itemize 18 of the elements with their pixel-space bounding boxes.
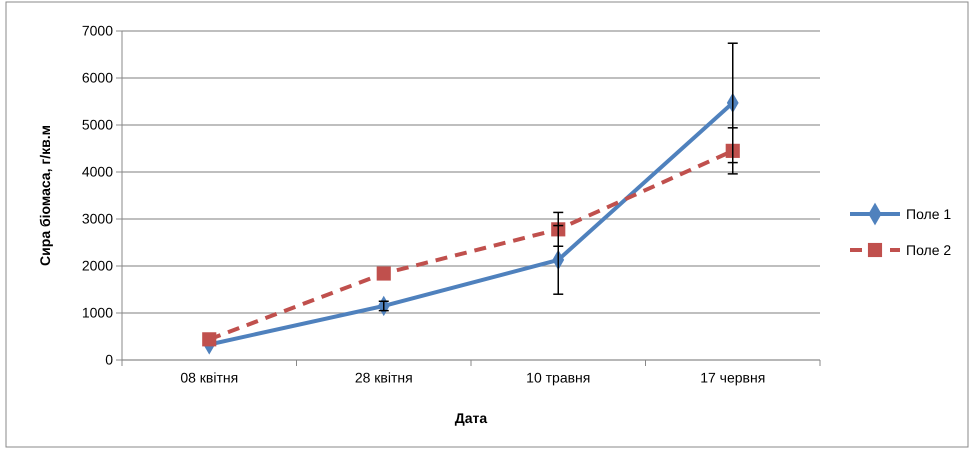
x-tick-label: 17 червня	[700, 370, 766, 386]
y-tick-label: 4000	[82, 163, 114, 180]
x-tick-label: 10 травня	[526, 370, 590, 386]
x-tick-label: 08 квітня	[180, 370, 238, 386]
legend-label: Поле 2	[906, 242, 952, 258]
y-tick-label: 3000	[82, 210, 114, 226]
y-tick-label: 1000	[82, 304, 114, 320]
y-tick-label: 6000	[82, 69, 114, 86]
point	[202, 332, 216, 346]
x-axis-title: Дата	[454, 410, 488, 426]
y-tick-label: 7000	[82, 22, 114, 38]
y-tick-label: 5000	[82, 116, 114, 132]
y-tick-label: 0	[105, 351, 114, 368]
y-axis-title: Сира біомаса, г/кв.м	[37, 125, 53, 266]
point	[376, 266, 391, 281]
y-tick-label: 2000	[82, 257, 114, 274]
x-tick-label: 28 квітня	[354, 370, 413, 386]
legend-label: Поле 1	[906, 206, 952, 222]
